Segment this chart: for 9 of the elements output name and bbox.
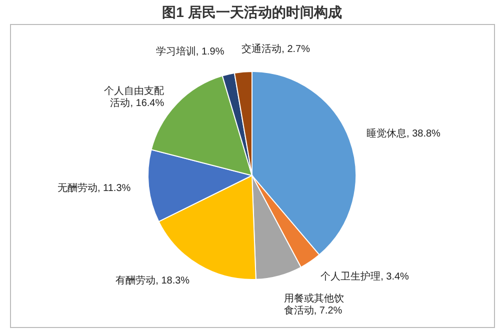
slice-label: 个人卫生护理, 3.4% [320,270,410,282]
slice-label: 无酬劳动, 11.3% [57,182,131,194]
slice-label: 学习培训, 1.9% [156,46,224,58]
chart-title: 图1 居民一天活动的时间构成 [162,4,342,20]
slice-label: 睡觉休息, 38.8% [366,127,441,140]
slice-label: 有酬劳动, 18.3% [116,274,190,286]
slice-label: 个人自由支配活动, 16.4% [104,84,164,109]
slice-label: 用餐或其他饮食活动, 7.2% [284,292,344,316]
slice-label: 交通活动, 2.7% [242,42,310,55]
